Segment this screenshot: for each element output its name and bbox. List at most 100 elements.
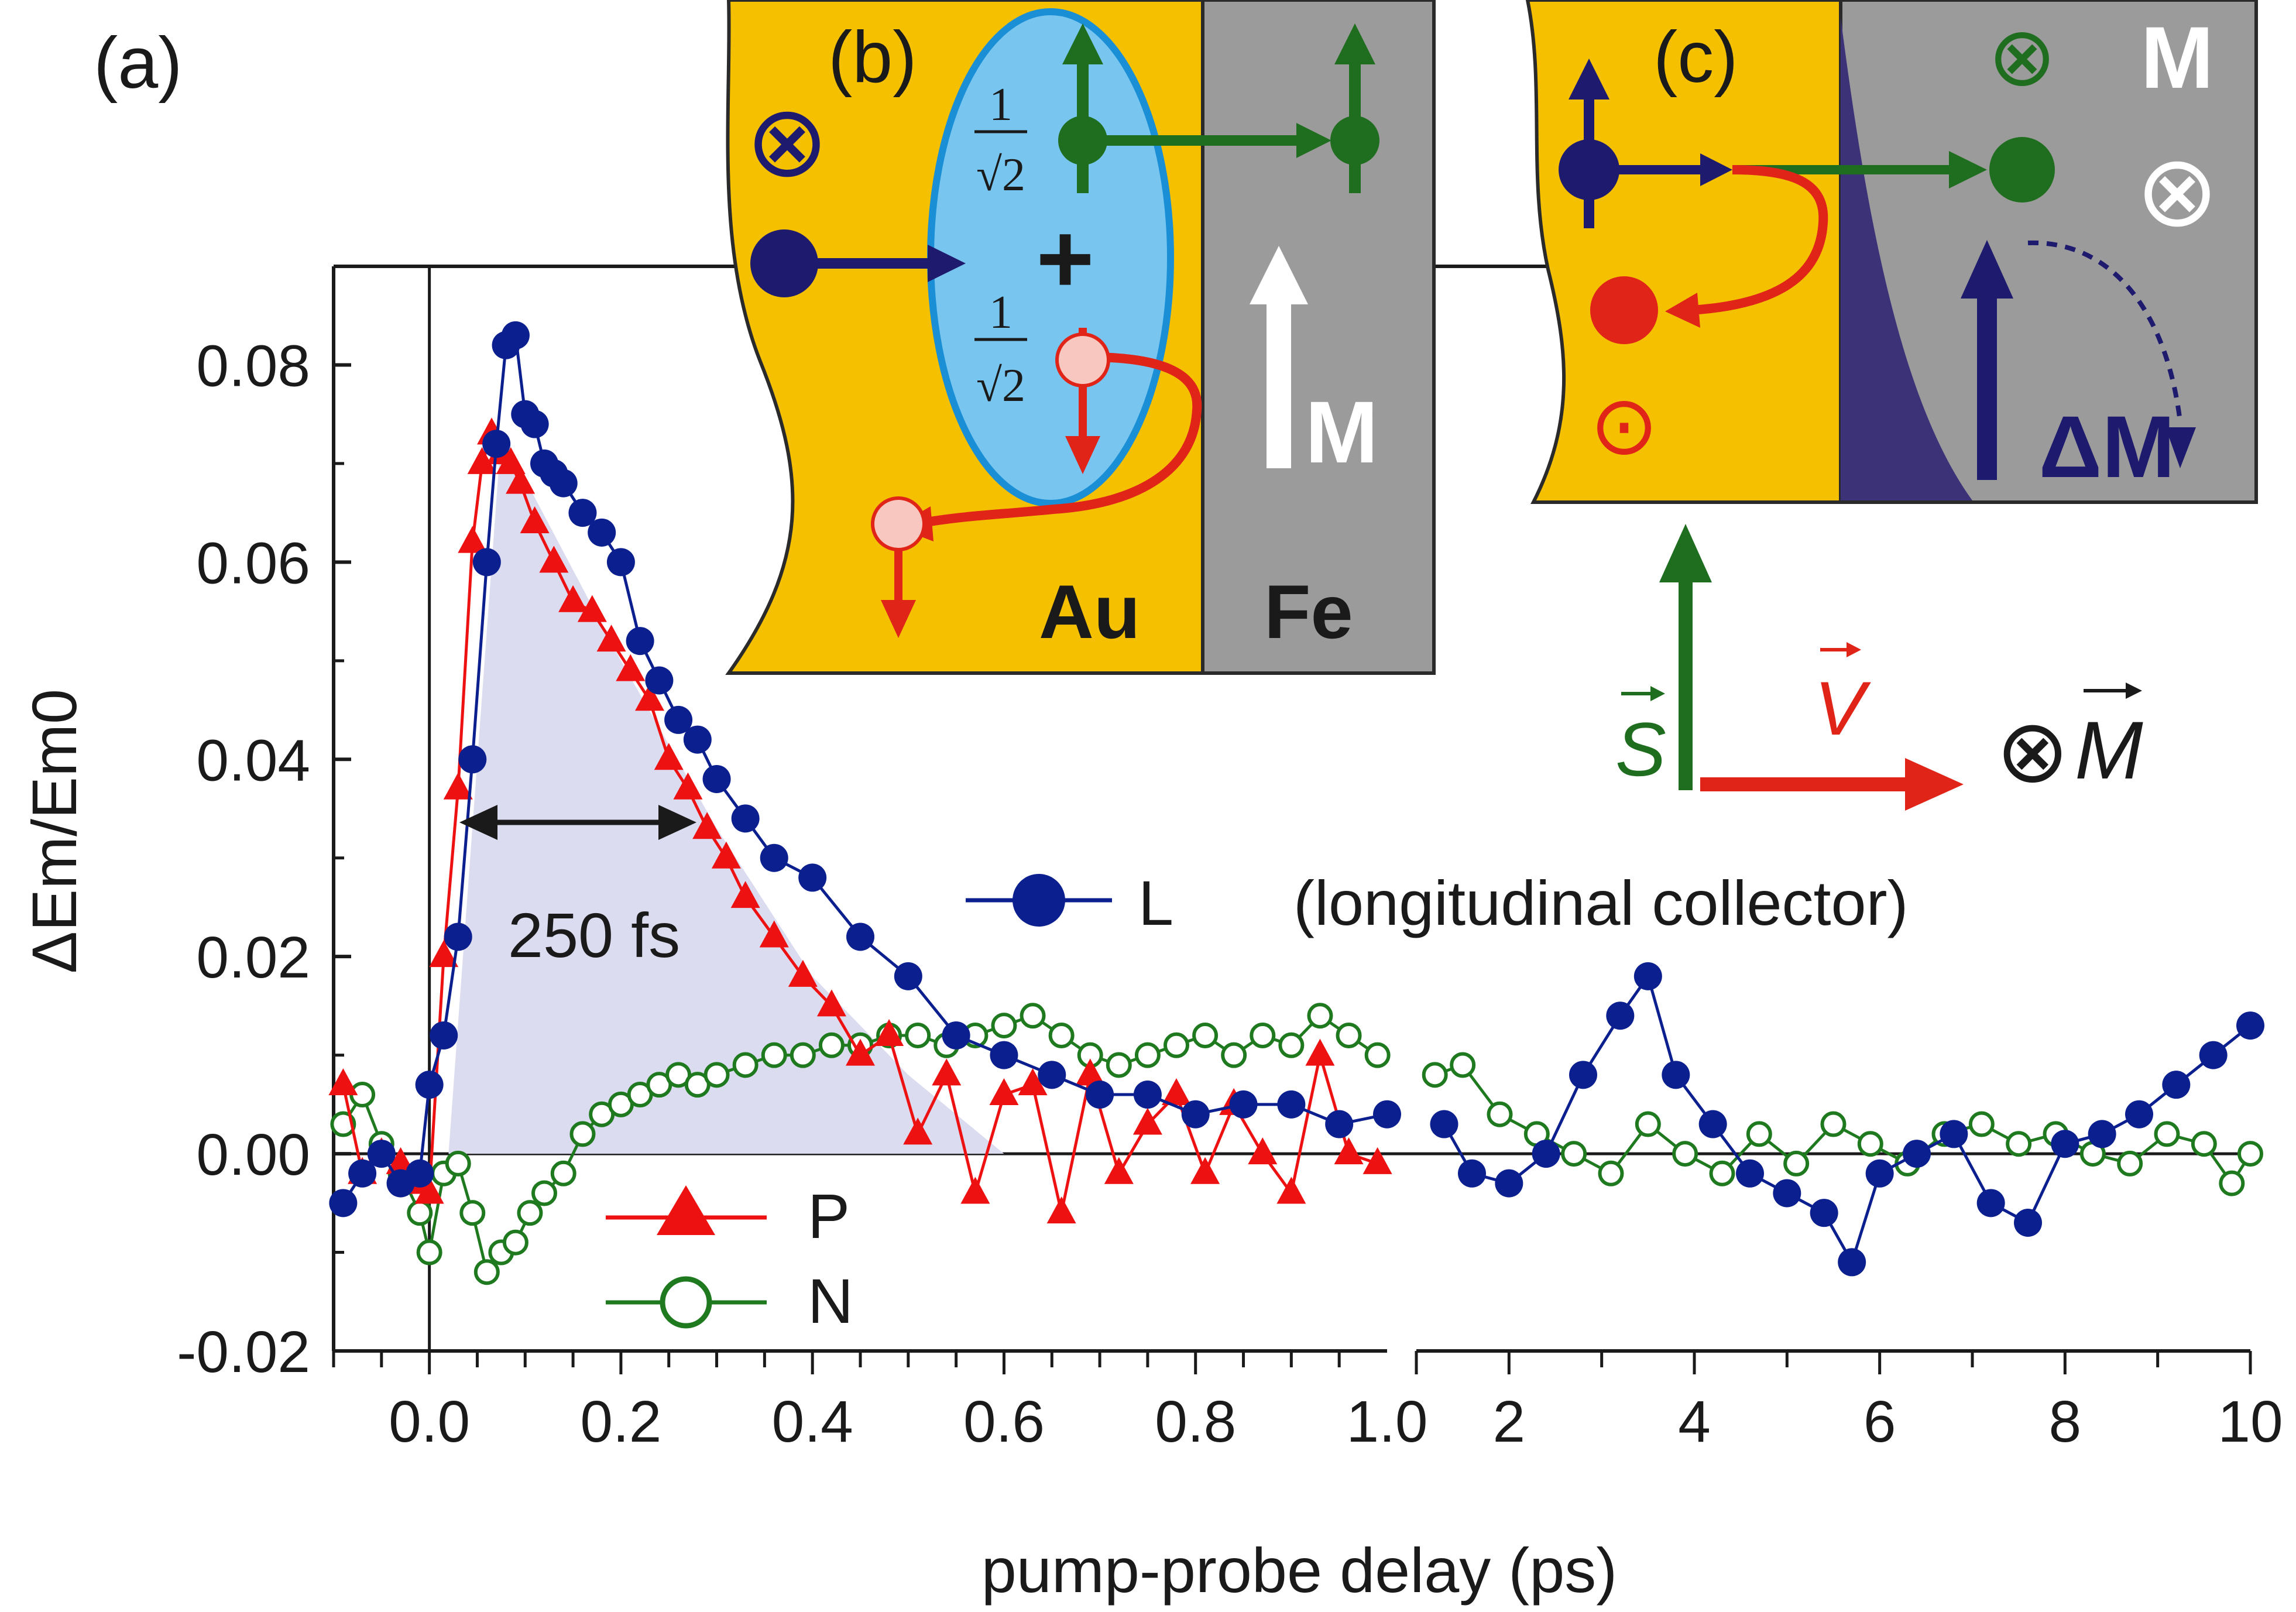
data-point-l (458, 745, 487, 774)
c-green-arrowhead (1949, 151, 1987, 188)
data-point-n (2006, 1131, 2032, 1157)
data-point-n (761, 1042, 787, 1068)
data-point-n (1134, 1042, 1161, 1068)
data-point-l (990, 1041, 1018, 1069)
data-point-n (1857, 1131, 1883, 1157)
data-point-l (798, 863, 827, 892)
c-green-spin-into-icon: ⊗ (1988, 11, 2056, 102)
data-point-n (1598, 1160, 1624, 1186)
c-magnetization-into-icon: ⊗ (2136, 136, 2219, 247)
data-point-l (444, 922, 472, 951)
data-point-l (1838, 1248, 1866, 1277)
data-point-p (673, 772, 703, 800)
data-point-n (1278, 1032, 1305, 1058)
coef-1-numerator: 1 (989, 79, 1013, 131)
legend-p-label: P (808, 1181, 850, 1251)
data-point-p (692, 812, 722, 839)
data-point-l (942, 1021, 970, 1049)
data-point-n (1422, 1062, 1448, 1088)
c-navy-arrowhead (1700, 153, 1732, 186)
fwhm-arrow-left-head (459, 805, 497, 840)
data-point-p (443, 772, 473, 800)
data-point-l (1773, 1179, 1801, 1208)
legend-l-marker (1013, 874, 1065, 927)
x-tick-label: 10 (2218, 1389, 2283, 1455)
data-point-p (846, 1038, 875, 1066)
data-point-l (894, 962, 922, 990)
data-point-p (577, 595, 607, 622)
data-point-l (702, 764, 731, 793)
data-point-n (2237, 1141, 2263, 1167)
data-point-p (874, 1018, 904, 1046)
data-point-n (2154, 1121, 2180, 1147)
data-point-p (328, 1068, 358, 1096)
data-point-l (415, 1071, 444, 1099)
data-point-l (1181, 1100, 1210, 1129)
x-tick-label: 0.8 (1155, 1389, 1236, 1455)
data-point-p (730, 881, 760, 908)
m-into-icon: ⊗ (1996, 702, 2070, 800)
c-red-electron (1590, 276, 1658, 344)
data-point-n (1106, 1052, 1132, 1078)
panel-c-au-region (1525, 0, 1842, 504)
y-tick-label: -0.02 (177, 1319, 310, 1385)
coef-2-numerator: 1 (989, 287, 1013, 338)
panel-b-label: (b) (828, 17, 917, 98)
data-point-l (2236, 1011, 2264, 1040)
fwhm-label: 250 fs (508, 900, 680, 970)
data-point-n (459, 1200, 486, 1226)
data-point-p (903, 1117, 933, 1145)
data-point-l (1865, 1159, 1894, 1188)
data-point-p (788, 959, 818, 987)
data-point-n (1336, 1022, 1362, 1048)
data-point-n (1635, 1111, 1661, 1137)
data-point-n (416, 1239, 442, 1265)
data-point-n (1020, 1003, 1046, 1029)
data-point-n (1487, 1101, 1513, 1127)
data-point-p (1132, 1107, 1162, 1135)
data-point-l (1736, 1159, 1764, 1188)
data-point-p (989, 1078, 1019, 1106)
data-point-n (569, 1121, 596, 1147)
data-point-n (1746, 1121, 1772, 1147)
data-point-n (1672, 1141, 1698, 1167)
data-point-l (406, 1159, 434, 1188)
data-point-p (960, 1177, 990, 1204)
coef-2-denominator: √2 (976, 360, 1025, 411)
data-point-n (407, 1200, 433, 1226)
legend-n-label: N (808, 1265, 853, 1336)
data-point-p (1334, 1137, 1364, 1165)
data-point-p (1276, 1177, 1306, 1204)
data-point-l (348, 1159, 377, 1188)
data-point-n (445, 1150, 471, 1177)
data-point-n (2191, 1131, 2217, 1157)
c-delta-m-arrow-head (1961, 240, 2013, 299)
x-tick-label: 0.4 (772, 1389, 853, 1455)
x-tick-labels: 0.0 0.2 0.4 0.6 0.8 1.0 2 4 6 8 10 (389, 1389, 2283, 1455)
panel-b-incoming-electron (750, 229, 818, 297)
data-point-p (1248, 1137, 1278, 1165)
data-point-l (1277, 1090, 1306, 1119)
data-point-n (473, 1259, 500, 1285)
data-point-n (790, 1042, 816, 1068)
b-red-spin-1-head (1065, 436, 1100, 474)
y-tick-label: 0.06 (196, 530, 310, 596)
data-point-l (1133, 1081, 1162, 1109)
data-point-p (458, 526, 488, 553)
data-point-l (1229, 1090, 1258, 1119)
c-delta-m-label: ΔM (2039, 397, 2175, 496)
b-red-reflect-path (915, 352, 1202, 529)
data-point-l (664, 705, 693, 734)
c-magnetization-label: M (2141, 8, 2214, 107)
data-point-n (1820, 1111, 1847, 1137)
coef-1-denominator: √2 (976, 149, 1025, 201)
data-point-p (616, 654, 646, 681)
m-vector-label: M (2075, 704, 2143, 796)
y-tick-labels: -0.02 0.00 0.02 0.04 0.06 0.08 (177, 333, 310, 1385)
panel-b: (b) ⊗ 1 √2 + 1 √2 M (725, 0, 1436, 675)
data-point-l (1606, 1002, 1635, 1030)
y-tick-label: 0.00 (196, 1122, 310, 1188)
x-tick-label: 6 (1863, 1389, 1896, 1455)
data-point-l (626, 627, 654, 656)
x-tick-label: 2 (1493, 1389, 1526, 1455)
